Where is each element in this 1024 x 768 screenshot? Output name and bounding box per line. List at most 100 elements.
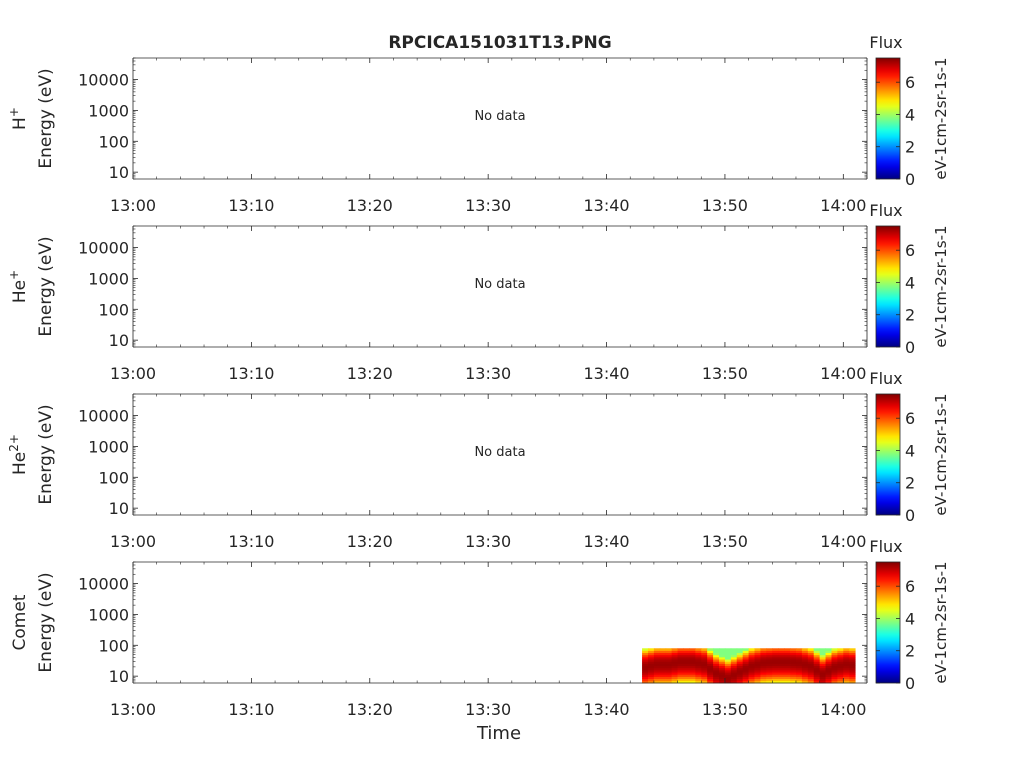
spectrogram-cell: [760, 674, 767, 677]
spectrogram-cell: [778, 665, 785, 669]
spectrogram-cell: [659, 656, 667, 660]
spectrogram-cell: [659, 667, 667, 671]
spectrogram-cell: [813, 680, 821, 684]
spectrogram-cell: [719, 676, 726, 680]
spectrogram-cell: [807, 680, 815, 684]
spectrogram-cell: [742, 656, 750, 660]
spectrogram-cell: [831, 663, 838, 667]
spectrogram-cell: [736, 669, 744, 673]
spectrogram-cell: [647, 680, 655, 684]
spectrogram-cell: [713, 661, 720, 664]
spectrogram-cell: [736, 650, 744, 654]
spectrogram-cell: [695, 652, 702, 656]
spectrogram-cell: [653, 650, 661, 654]
y-axis-species-label: Comet: [10, 594, 30, 650]
spectrogram-cell: [695, 654, 702, 658]
spectrogram-cell: [784, 669, 791, 673]
spectrogram-cell: [653, 659, 661, 662]
colorbar-tick-label: 6: [905, 241, 915, 260]
spectrogram-cell: [695, 656, 702, 660]
spectrogram-cell: [671, 661, 678, 664]
spectrogram-cell: [825, 661, 832, 664]
spectrogram-cell: [748, 650, 755, 654]
spectrogram-cell: [748, 665, 755, 669]
colorbar-tick-label: 4: [905, 105, 915, 124]
spectrogram-cell: [713, 672, 720, 675]
spectrogram-cell: [742, 674, 750, 677]
spectrogram-cell: [742, 652, 750, 656]
spectrogram-cell: [642, 680, 649, 684]
y-axis-species-label: He2+: [7, 434, 30, 475]
y-tick-label: 10: [109, 499, 129, 518]
spectrogram-cell: [707, 665, 714, 669]
spectrogram-cell: [730, 656, 738, 660]
spectrogram-cell: [736, 656, 744, 660]
species-name: He: [10, 280, 30, 303]
spectrogram-cell: [843, 656, 850, 660]
spectrogram-cell: [665, 669, 673, 673]
spectrogram-cell: [671, 667, 678, 671]
spectrogram-cell: [766, 663, 773, 667]
spectrogram-cell: [719, 669, 726, 673]
spectrogram-cell: [665, 665, 673, 669]
spectrogram-cell: [647, 669, 655, 673]
spectrogram-cell: [849, 659, 856, 662]
spectrogram-cell: [837, 674, 844, 677]
spectrogram-cell: [683, 674, 690, 677]
spectrogram-cell: [695, 667, 702, 671]
spectrogram-cell: [647, 676, 655, 680]
spectrogram-cell: [772, 669, 779, 673]
spectrogram-cell: [754, 667, 761, 671]
spectrogram-cell: [784, 678, 791, 682]
spectrogram-cell: [653, 661, 661, 664]
x-tick-label: 13:50: [702, 532, 748, 551]
spectrogram-cell: [837, 652, 844, 656]
spectrogram-cell: [807, 654, 815, 658]
spectrogram-cell: [713, 680, 720, 684]
y-tick-label: 10: [109, 163, 129, 182]
spectrogram-cell: [742, 659, 750, 662]
spectrogram-cell: [778, 663, 785, 667]
spectrogram-cell: [736, 652, 744, 656]
spectrogram-cell: [772, 676, 779, 680]
spectrogram-cell: [677, 680, 684, 684]
spectrogram-cell: [659, 650, 667, 654]
spectrogram-cell: [760, 648, 767, 651]
spectrogram-cell: [647, 663, 655, 667]
spectrogram-cell: [748, 654, 755, 658]
spectrogram-cell: [683, 680, 690, 684]
spectrogram-cell: [730, 674, 738, 677]
spectrogram-cell: [801, 665, 809, 669]
colorbar-tick-label: 2: [905, 138, 915, 157]
colorbar-unit-label: eV-1cm-2sr-1s-1: [932, 393, 950, 515]
spectrogram-cell: [849, 678, 856, 682]
spectrogram-cell: [837, 669, 844, 673]
colorbar-gradient: [875, 561, 901, 684]
spectrogram-cell: [766, 672, 773, 675]
spectrogram-cell: [819, 661, 826, 664]
spectrogram-cell: [801, 661, 809, 664]
spectrogram-cell: [748, 672, 755, 675]
spectrogram-cell: [819, 678, 826, 682]
spectrogram-cell: [778, 648, 785, 651]
x-tick-label: 13:40: [583, 196, 629, 215]
spectrogram-cell: [736, 663, 744, 667]
spectrogram: [642, 648, 856, 684]
spectrogram-cell: [707, 676, 714, 680]
spectrogram-cell: [724, 661, 732, 664]
spectrogram-cell: [659, 680, 667, 684]
spectrogram-cell: [689, 672, 696, 675]
spectrogram-cell: [701, 654, 708, 658]
panel-4: 13:00 13:10 13:20 13:30 13:40 13:50 14:00 10 100…: [10, 537, 950, 719]
x-tick-label: 13:50: [702, 364, 748, 383]
y-axis-label: Energy (eV): [36, 404, 56, 504]
x-tick-label: 13:00: [110, 364, 156, 383]
spectrogram-cell: [754, 661, 761, 664]
spectrogram-cell: [813, 678, 821, 682]
spectrogram-cell: [748, 667, 755, 671]
spectrogram-cell: [713, 674, 720, 677]
spectrogram-cell: [653, 663, 661, 667]
spectrogram-cell: [730, 667, 738, 671]
spectrogram-cell: [766, 669, 773, 673]
spectrogram-cell: [677, 665, 684, 669]
